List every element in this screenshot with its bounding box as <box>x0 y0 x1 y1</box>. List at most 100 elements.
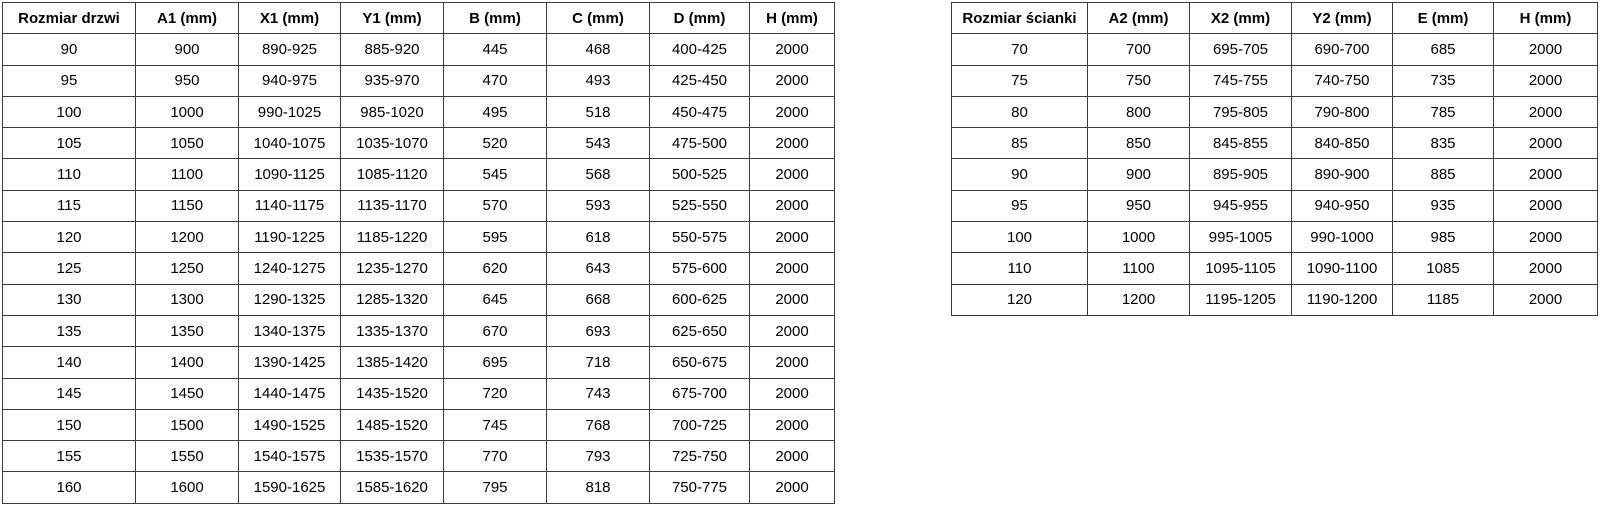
table-cell: 2000 <box>1493 95 1598 129</box>
door-table-header: Rozmiar drzwi A1 (mm) X1 (mm) Y1 (mm) B (mm)… <box>2 1 835 35</box>
table-cell: 2000 <box>749 221 835 254</box>
table-cell: 2000 <box>1493 33 1598 66</box>
table-cell: 840-850 <box>1291 127 1393 160</box>
column-header: H (mm) <box>749 1 835 35</box>
table-cell: 1085-1120 <box>340 158 444 191</box>
table-cell: 618 <box>546 221 650 254</box>
table-cell: 700-725 <box>649 408 750 442</box>
table-cell: 600-625 <box>649 283 750 316</box>
table-cell: 985-1020 <box>340 95 444 129</box>
table-cell: 150 <box>2 408 136 442</box>
table-cell: 718 <box>546 346 650 379</box>
table-row: 110 1100 1090-1125 1085-1120 545 568 500-525 20… <box>2 158 835 191</box>
column-header: Rozmiar ścianki <box>951 1 1088 35</box>
column-header: A1 (mm) <box>135 1 239 35</box>
table-cell: 790-800 <box>1291 95 1393 129</box>
table-cell: 935 <box>1392 189 1494 223</box>
table-cell: 1500 <box>135 408 239 442</box>
table-cell: 1190-1225 <box>238 221 341 254</box>
table-row: 110 1100 1095-1105 1090-1100 1085 2000 <box>951 252 1598 285</box>
table-cell: 100 <box>951 221 1088 254</box>
column-header: E (mm) <box>1392 1 1494 35</box>
table-cell: 1285-1320 <box>340 283 444 316</box>
header-row: Rozmiar drzwi A1 (mm) X1 (mm) Y1 (mm) B (mm)… <box>2 1 835 35</box>
table-cell: 900 <box>135 33 239 66</box>
table-cell: 1185 <box>1392 283 1494 316</box>
table-cell: 770 <box>443 440 547 473</box>
table-cell: 400-425 <box>649 33 750 66</box>
table-cell: 785 <box>1392 95 1494 129</box>
column-header: Y1 (mm) <box>340 1 444 35</box>
table-cell: 2000 <box>749 189 835 223</box>
table-cell: 2000 <box>1493 158 1598 191</box>
table-cell: 768 <box>546 408 650 442</box>
table-cell: 140 <box>2 346 136 379</box>
column-header: B (mm) <box>443 1 547 35</box>
table-cell: 125 <box>2 252 136 285</box>
table-cell: 945-955 <box>1189 189 1292 223</box>
table-cell: 835 <box>1392 127 1494 160</box>
table-cell: 1150 <box>135 189 239 223</box>
table-cell: 795 <box>443 471 547 504</box>
table-cell: 1035-1070 <box>340 127 444 160</box>
table-cell: 2000 <box>749 33 835 66</box>
table-cell: 1490-1525 <box>238 408 341 442</box>
table-cell: 2000 <box>1493 221 1598 254</box>
table-cell: 1340-1375 <box>238 314 341 348</box>
table-cell: 95 <box>951 189 1088 223</box>
column-header: C (mm) <box>546 1 650 35</box>
table-cell: 720 <box>443 377 547 410</box>
table-cell: 475-500 <box>649 127 750 160</box>
table-row: 95 950 945-955 940-950 935 2000 <box>951 189 1598 223</box>
table-row: 70 700 695-705 690-700 685 2000 <box>951 33 1598 66</box>
table-cell: 80 <box>951 95 1088 129</box>
table-cell: 1600 <box>135 471 239 504</box>
table-cell: 568 <box>546 158 650 191</box>
header-row: Rozmiar ścianki A2 (mm) X2 (mm) Y2 (mm) E (m… <box>951 1 1598 35</box>
table-cell: 160 <box>2 471 136 504</box>
table-cell: 525-550 <box>649 189 750 223</box>
table-cell: 575-600 <box>649 252 750 285</box>
table-cell: 1000 <box>135 95 239 129</box>
table-cell: 115 <box>2 189 136 223</box>
table-cell: 1190-1200 <box>1291 283 1393 316</box>
table-cell: 750 <box>1087 64 1190 97</box>
table-cell: 2000 <box>1493 127 1598 160</box>
table-cell: 675-700 <box>649 377 750 410</box>
table-cell: 1195-1205 <box>1189 283 1292 316</box>
table-row: 150 1500 1490-1525 1485-1520 745 768 700-725 20… <box>2 408 835 442</box>
table-cell: 595 <box>443 221 547 254</box>
table-cell: 1390-1425 <box>238 346 341 379</box>
table-cell: 940-950 <box>1291 189 1393 223</box>
table-cell: 1100 <box>135 158 239 191</box>
table-row: 90 900 890-925 885-920 445 468 400-425 2000 <box>2 33 835 66</box>
table-cell: 740-750 <box>1291 64 1393 97</box>
table-cell: 743 <box>546 377 650 410</box>
table-cell: 570 <box>443 189 547 223</box>
table-cell: 145 <box>2 377 136 410</box>
table-cell: 818 <box>546 471 650 504</box>
column-header: A2 (mm) <box>1087 1 1190 35</box>
table-cell: 2000 <box>749 127 835 160</box>
table-row: 85 850 845-855 840-850 835 2000 <box>951 127 1598 160</box>
table-cell: 1590-1625 <box>238 471 341 504</box>
table-cell: 85 <box>951 127 1088 160</box>
table-row: 100 1000 990-1025 985-1020 495 518 450-475 2000 <box>2 95 835 129</box>
table-row: 105 1050 1040-1075 1035-1070 520 543 475-500 20… <box>2 127 835 160</box>
table-cell: 2000 <box>749 158 835 191</box>
table-cell: 2000 <box>1493 283 1598 316</box>
table-cell: 795-805 <box>1189 95 1292 129</box>
table-row: 140 1400 1390-1425 1385-1420 695 718 650-675 20… <box>2 346 835 379</box>
table-cell: 2000 <box>749 377 835 410</box>
table-row: 155 1550 1540-1575 1535-1570 770 793 725-750 20… <box>2 440 835 473</box>
table-cell: 2000 <box>1493 189 1598 223</box>
table-cell: 1040-1075 <box>238 127 341 160</box>
table-cell: 693 <box>546 314 650 348</box>
table-cell: 668 <box>546 283 650 316</box>
table-cell: 995-1005 <box>1189 221 1292 254</box>
table-cell: 700 <box>1087 33 1190 66</box>
table-cell: 950 <box>135 64 239 97</box>
table-cell: 1140-1175 <box>238 189 341 223</box>
table-cell: 2000 <box>749 346 835 379</box>
table-cell: 935-970 <box>340 64 444 97</box>
